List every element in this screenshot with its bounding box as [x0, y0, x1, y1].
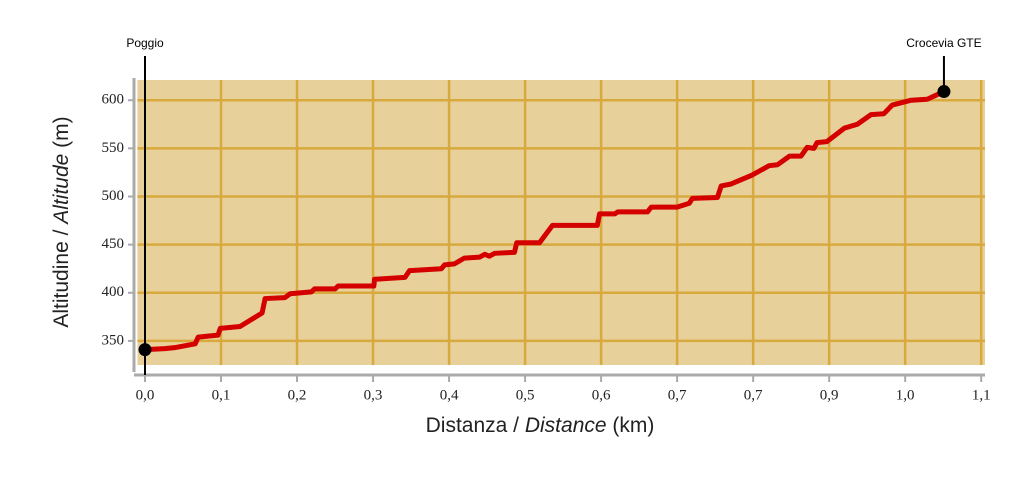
y-axis-title-part: (m): [50, 116, 73, 153]
annotation-marker: [138, 343, 152, 357]
y-axis-title: Altitudine / Altitude (m): [50, 116, 73, 327]
x-axis-title-part: Distance: [525, 414, 607, 437]
x-tick-label: 0,0: [136, 387, 155, 403]
y-tick-label: 350: [102, 332, 125, 348]
x-tick-label: 0,2: [288, 387, 307, 403]
y-tick-label: 500: [102, 188, 125, 204]
x-tick-label: 0,5: [516, 387, 535, 403]
y-tick-label: 600: [102, 92, 125, 108]
y-axis-title-part: Altitude: [50, 154, 73, 226]
x-tick-label: 1,1: [972, 387, 991, 403]
annotation-label: Crocevia GTE: [906, 36, 981, 50]
x-axis-title: Distanza / Distance (km): [426, 414, 655, 437]
x-tick-label: 0,7: [668, 387, 687, 403]
x-tick-label: 0,7: [744, 387, 763, 403]
x-axis-title-part: Distanza /: [426, 414, 525, 437]
x-tick-label: 0,9: [820, 387, 839, 403]
profile-line: [144, 89, 945, 353]
annotation-marker: [937, 85, 951, 99]
x-tick-label: 1,0: [896, 387, 915, 403]
y-tick-label: 450: [102, 236, 125, 252]
x-tick-label: 0,1: [212, 387, 231, 403]
y-axis-title-part: Altitudine /: [50, 224, 73, 328]
annotation-label: Poggio: [126, 36, 164, 50]
x-tick-label: 0,3: [364, 387, 383, 403]
x-tick-label: 0,6: [592, 387, 611, 403]
y-tick-label: 400: [102, 284, 125, 300]
x-axis-title-part: (km): [607, 414, 655, 437]
x-tick-label: 0,4: [440, 387, 459, 403]
y-tick-label: 550: [102, 140, 125, 156]
